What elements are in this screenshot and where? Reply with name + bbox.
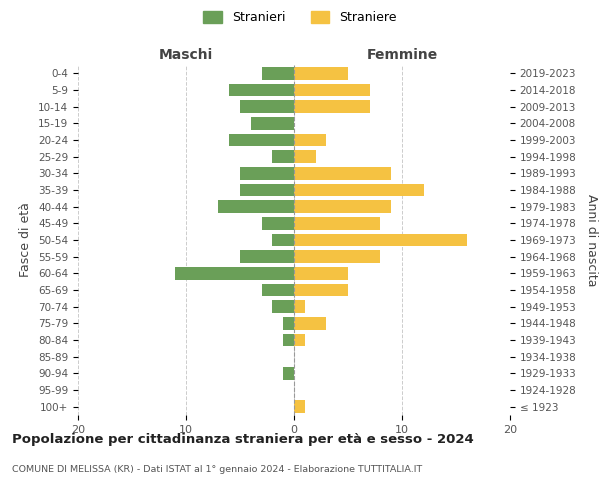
Bar [294,234,467,246]
Bar [294,150,316,163]
Text: Popolazione per cittadinanza straniera per età e sesso - 2024: Popolazione per cittadinanza straniera p… [12,432,474,446]
Text: Femmine: Femmine [367,48,437,62]
Bar [251,117,294,130]
Text: COMUNE DI MELISSA (KR) - Dati ISTAT al 1° gennaio 2024 - Elaborazione TUTTITALIA: COMUNE DI MELISSA (KR) - Dati ISTAT al 1… [12,466,422,474]
Bar [294,184,424,196]
Bar [272,150,294,163]
Bar [294,67,348,80]
Bar [240,250,294,263]
Bar [294,167,391,179]
Text: Maschi: Maschi [159,48,213,62]
Bar [294,284,348,296]
Bar [229,84,294,96]
Bar [294,200,391,213]
Bar [294,134,326,146]
Bar [240,184,294,196]
Bar [240,167,294,179]
Bar [283,317,294,330]
Bar [294,100,370,113]
Bar [294,84,370,96]
Bar [175,267,294,280]
Y-axis label: Anni di nascita: Anni di nascita [585,194,598,286]
Bar [294,317,326,330]
Bar [272,300,294,313]
Bar [283,367,294,380]
Bar [294,250,380,263]
Bar [294,300,305,313]
Bar [229,134,294,146]
Bar [294,267,348,280]
Bar [240,100,294,113]
Bar [262,284,294,296]
Bar [294,334,305,346]
Legend: Stranieri, Straniere: Stranieri, Straniere [203,11,397,24]
Bar [294,217,380,230]
Bar [218,200,294,213]
Y-axis label: Fasce di età: Fasce di età [19,202,32,278]
Bar [272,234,294,246]
Bar [283,334,294,346]
Bar [262,67,294,80]
Bar [262,217,294,230]
Bar [294,400,305,413]
